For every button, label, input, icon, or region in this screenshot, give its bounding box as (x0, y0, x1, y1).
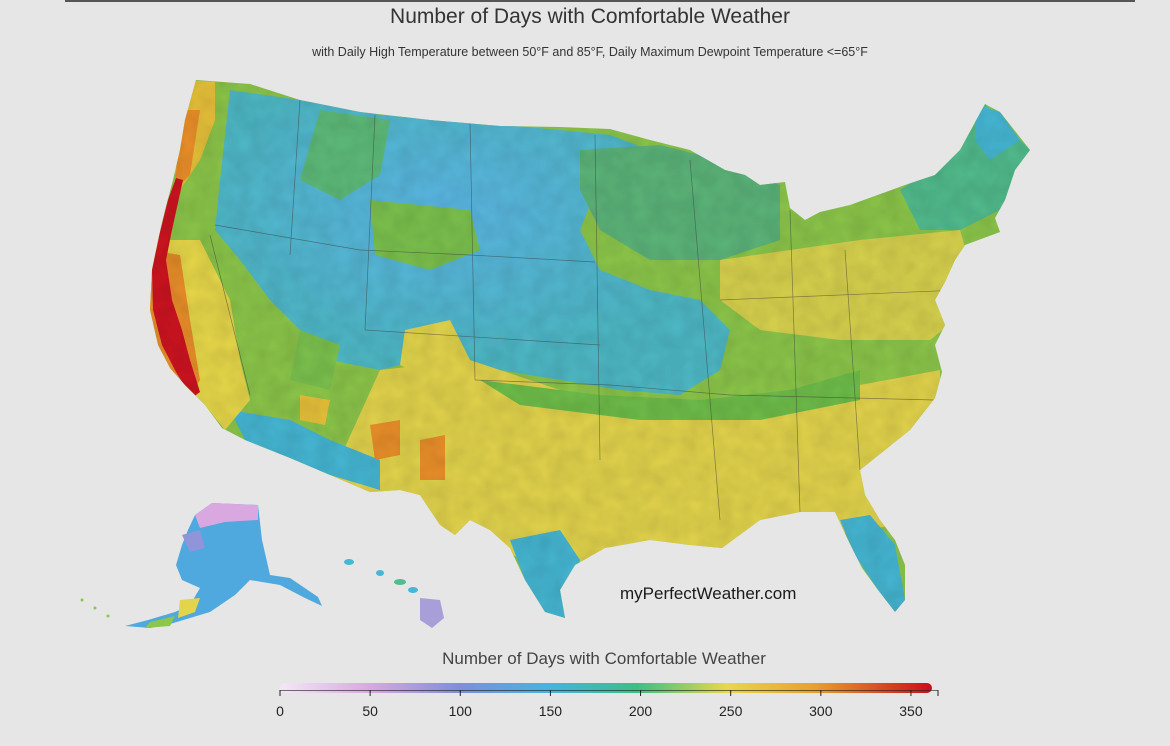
alaska-west-purple (182, 530, 205, 552)
legend-ticks: 0 50 100 150 200 250 300 350 (276, 690, 939, 719)
top-rule (65, 0, 1135, 2)
aleutian-dot-3 (80, 598, 84, 602)
legend-tick-label: 150 (539, 703, 563, 719)
aleutian-dot-1 (106, 614, 110, 618)
legend-tick-label: 300 (809, 703, 833, 719)
hawaii-big-island (420, 598, 444, 628)
alaska-mainland (125, 503, 322, 628)
hawaii-island-2 (376, 570, 384, 576)
legend-title: Number of Days with Comfortable Weather (442, 649, 766, 668)
legend-color-bar (280, 680, 932, 693)
hawaii-island-1 (344, 559, 354, 565)
aleutian-dot-2 (93, 606, 97, 610)
map-subtitle: with Daily High Temperature between 50°F… (312, 45, 868, 59)
legend-tick-label: 200 (629, 703, 653, 719)
map-title: Number of Days with Comfortable Weather (390, 5, 790, 28)
watermark: myPerfectWeather.com (620, 584, 797, 603)
legend-tick-label: 50 (362, 703, 378, 719)
legend-axis: 0 50 100 150 200 250 300 350 (276, 690, 939, 719)
legend-tick-label: 350 (899, 703, 923, 719)
alaska-north-slope (195, 503, 258, 528)
hawaii-island-4 (408, 587, 418, 593)
county-texture (150, 80, 1030, 618)
aleutian-green (145, 616, 175, 628)
legend-tick-label: 250 (719, 703, 743, 719)
hawaii (344, 559, 444, 628)
hawaii-island-3 (394, 579, 406, 585)
legend-tick-label: 100 (449, 703, 473, 719)
legend-tick-label: 0 (276, 703, 284, 719)
alaska (80, 503, 322, 628)
alaska-south-yellow (178, 598, 200, 618)
state-borders (209, 99, 961, 521)
contiguous-us (150, 80, 1030, 618)
